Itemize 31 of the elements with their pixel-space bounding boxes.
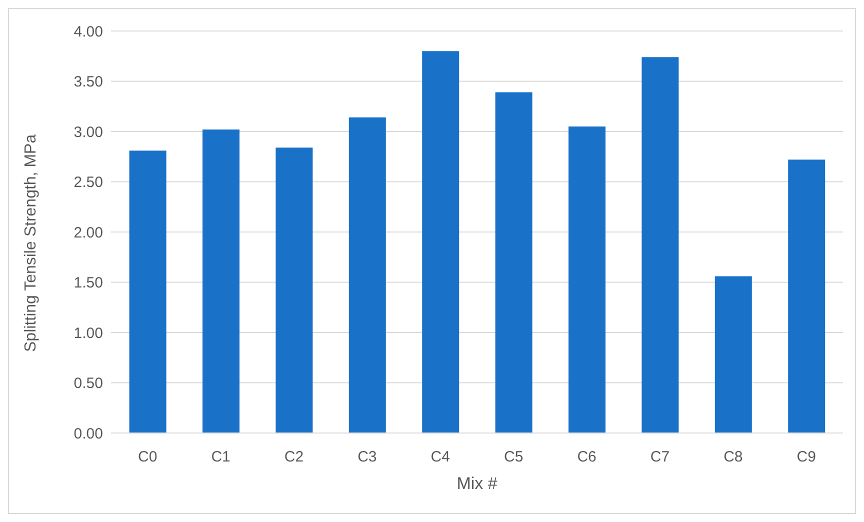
x-axis-title: Mix # bbox=[456, 474, 498, 493]
y-tick-label: 1.50 bbox=[74, 274, 103, 292]
y-tick-label: 0.00 bbox=[74, 425, 103, 442]
y-tick-label: 3.00 bbox=[74, 124, 103, 141]
bar bbox=[129, 150, 166, 433]
bar bbox=[202, 129, 240, 433]
x-tick-label: C1 bbox=[211, 448, 230, 466]
y-axis-title: Splitting Tensile Strength, MPa bbox=[22, 134, 40, 352]
bar bbox=[714, 276, 752, 433]
y-tick-label: 0.50 bbox=[74, 375, 103, 392]
bar bbox=[642, 57, 679, 433]
x-tick-label: C6 bbox=[577, 448, 596, 466]
x-tick-label: C5 bbox=[504, 448, 524, 466]
x-tick-label: C4 bbox=[430, 448, 450, 466]
y-tick-label: 2.50 bbox=[74, 174, 103, 192]
bar bbox=[568, 126, 606, 433]
y-tick-label: 1.00 bbox=[74, 324, 103, 342]
bar bbox=[276, 148, 313, 433]
bar bbox=[495, 92, 532, 433]
x-tick-label: C8 bbox=[724, 448, 743, 466]
x-tick-label: C3 bbox=[358, 448, 377, 466]
x-tick-label: C0 bbox=[138, 448, 158, 466]
bar bbox=[348, 117, 386, 433]
y-tick-label: 2.00 bbox=[74, 224, 103, 242]
bar bbox=[422, 51, 460, 433]
x-tick-label: C2 bbox=[284, 448, 304, 466]
bar bbox=[788, 160, 826, 433]
y-tick-label: 4.00 bbox=[74, 23, 103, 40]
x-tick-label: C7 bbox=[650, 448, 670, 466]
x-tick-label: C9 bbox=[796, 448, 816, 466]
y-tick-label: 3.50 bbox=[74, 74, 103, 91]
